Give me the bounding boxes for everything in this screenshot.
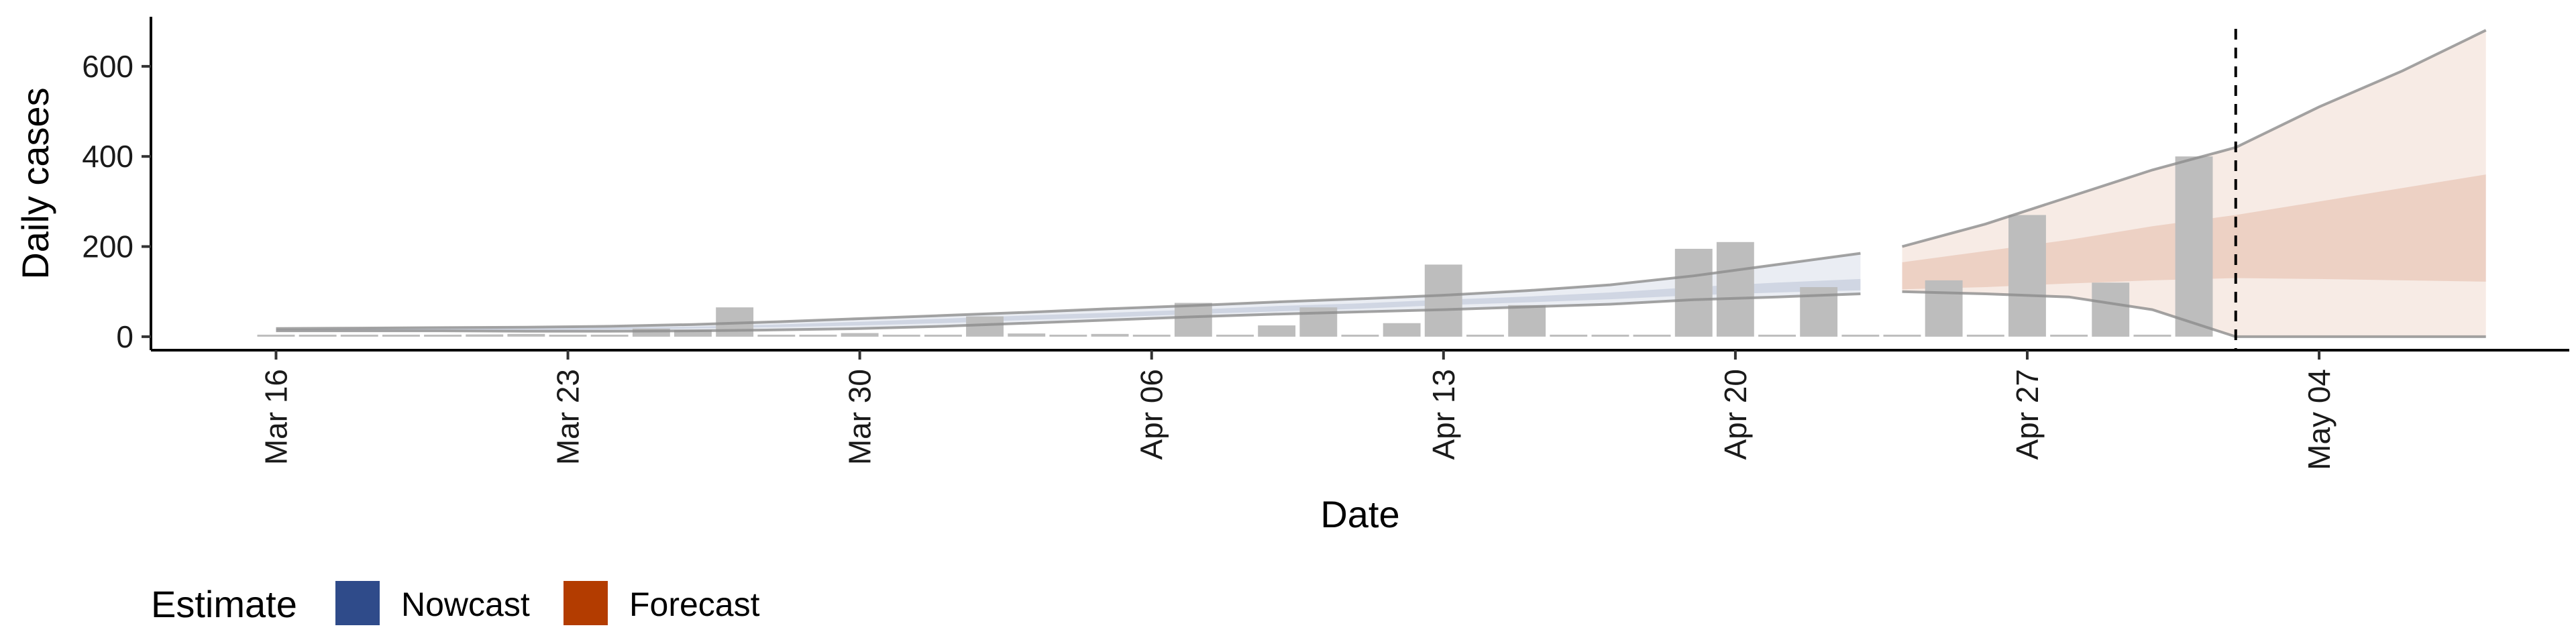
axes: 0 200 400 600 Mar 16 Mar 23 Mar 30 Apr 06 Apr 13… [82, 17, 2569, 470]
case-bar [1758, 334, 1796, 337]
case-bar [2133, 334, 2171, 337]
y-tick-label: 200 [82, 229, 133, 264]
case-bar [882, 334, 920, 337]
case-bar [2050, 334, 2088, 337]
case-bar [2092, 282, 2130, 337]
x-tick-label: May 04 [2302, 369, 2337, 470]
y-tick-label: 400 [82, 139, 133, 174]
case-bar [1258, 325, 1296, 337]
x-tick-label: Apr 06 [1134, 369, 1169, 460]
case-bar [507, 333, 545, 337]
y-tick-label: 600 [82, 49, 133, 84]
x-tick-label: Apr 20 [1718, 369, 1753, 460]
case-bar [1424, 264, 1462, 337]
case-bar [1383, 323, 1421, 337]
nowcast-lower-line [276, 292, 1861, 333]
case-bar [1966, 334, 2004, 337]
case-bar [1883, 334, 1921, 337]
case-bar [340, 334, 378, 337]
case-bar [1716, 241, 1754, 337]
case-bar [299, 334, 337, 337]
case-bar [1674, 248, 1713, 337]
nowcast-upper-line [276, 252, 1861, 330]
case-bar [1550, 334, 1588, 337]
legend-title: Estimate [151, 583, 297, 625]
case-bar [1091, 333, 1129, 337]
case-bar [1508, 305, 1546, 337]
case-bar [757, 334, 796, 337]
case-bar [466, 334, 504, 337]
case-bar [841, 333, 879, 337]
case-bar [549, 334, 587, 337]
case-bar [1925, 280, 1963, 337]
case-bar [1841, 334, 1880, 337]
forecast-lower-line [1902, 290, 2486, 338]
case-bar [1174, 303, 1212, 337]
case-bar [1591, 334, 1629, 337]
case-bar [1633, 334, 1671, 337]
case-bar [424, 334, 462, 337]
case-bar [1008, 333, 1046, 337]
case-bar [382, 334, 420, 337]
x-tick-label: Apr 13 [1426, 369, 1461, 460]
case-bar [2175, 156, 2213, 337]
case-bar [1049, 334, 1087, 337]
legend-label-forecast: Forecast [629, 586, 760, 623]
y-axis-title: Daily cases [14, 87, 56, 279]
x-tick-label: Mar 16 [259, 369, 294, 465]
case-bar [590, 334, 629, 337]
x-axis-title: Date [1320, 493, 1399, 535]
case-bar [2008, 215, 2046, 337]
legend: Estimate Nowcast Forecast [151, 581, 760, 625]
x-tick-label: Mar 30 [843, 369, 877, 465]
legend-label-nowcast: Nowcast [401, 586, 530, 623]
case-bar [257, 334, 295, 337]
y-tick-label: 0 [116, 319, 133, 354]
case-bar [924, 334, 962, 337]
nowcast-90-band [276, 253, 1861, 331]
case-bar [1132, 334, 1171, 337]
case-bar [1216, 334, 1254, 337]
forecast-upper-line [1901, 29, 2487, 248]
x-tick-label: Mar 23 [551, 369, 586, 465]
reported-cases-bars [257, 156, 2213, 337]
case-bar [1466, 334, 1504, 337]
case-bar [674, 329, 712, 337]
estimate-bands [276, 30, 2486, 337]
case-bar [799, 334, 837, 337]
legend-key-nowcast [335, 581, 380, 625]
legend-key-forecast [564, 581, 608, 625]
x-tick-label: Apr 27 [2010, 369, 2045, 460]
estimate-lines [276, 29, 2487, 338]
case-bar [1341, 334, 1379, 337]
